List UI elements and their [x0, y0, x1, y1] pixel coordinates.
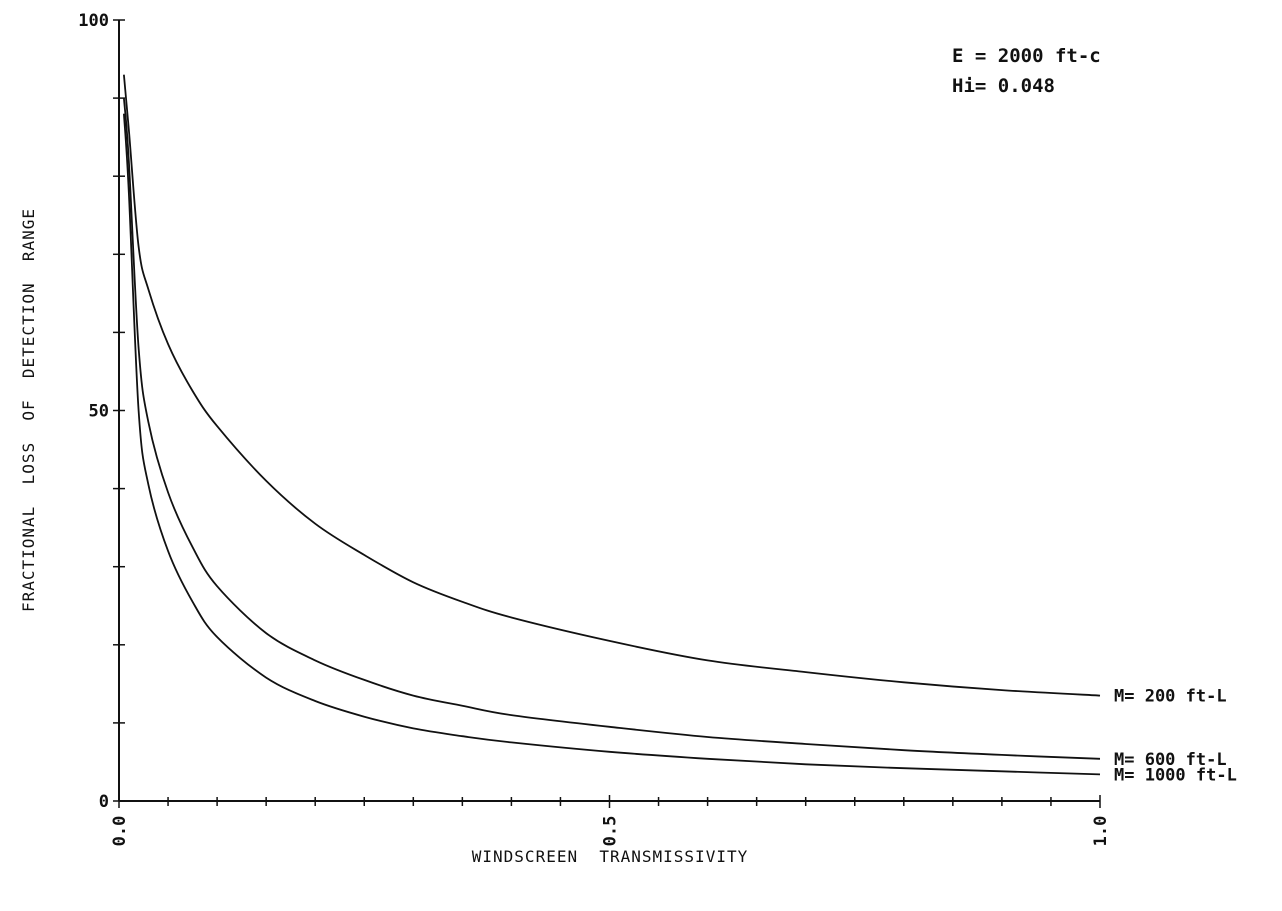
x-tick-label: 0.5 [601, 816, 621, 847]
x-tick-label: 1.0 [1091, 816, 1111, 847]
annotation-illuminance: E = 2000 ft-c [952, 45, 1101, 67]
series-line [123, 98, 1101, 760]
series-line [123, 74, 1101, 697]
axes [118, 20, 1100, 802]
series-line [123, 113, 1101, 776]
y-axis-title: FRACTIONAL LOSS OF DETECTION RANGE [19, 208, 38, 612]
y-tick-label: 0 [99, 792, 109, 812]
x-tick-label: 0.0 [110, 816, 130, 847]
series-lines [123, 74, 1101, 776]
series-label: M= 600 ft-L [1114, 750, 1227, 770]
y-tick-label: 50 [89, 402, 109, 422]
series-label: M= 1000 ft-L [1114, 765, 1237, 785]
series-label: M= 200 ft-L [1114, 687, 1227, 707]
series-labels: M= 200 ft-L M= 600 ft-LM= 1000 ft-L [1114, 687, 1237, 786]
annotation-haze: Hi= 0.048 [952, 75, 1055, 97]
tick-labels: 0 50 100 0.0 0.5 1.0 [78, 11, 1111, 846]
x-axis-title: WINDSCREEN TRANSMISSIVITY [472, 847, 748, 866]
axis-ticks [113, 19, 1101, 808]
y-tick-label: 100 [78, 11, 109, 31]
